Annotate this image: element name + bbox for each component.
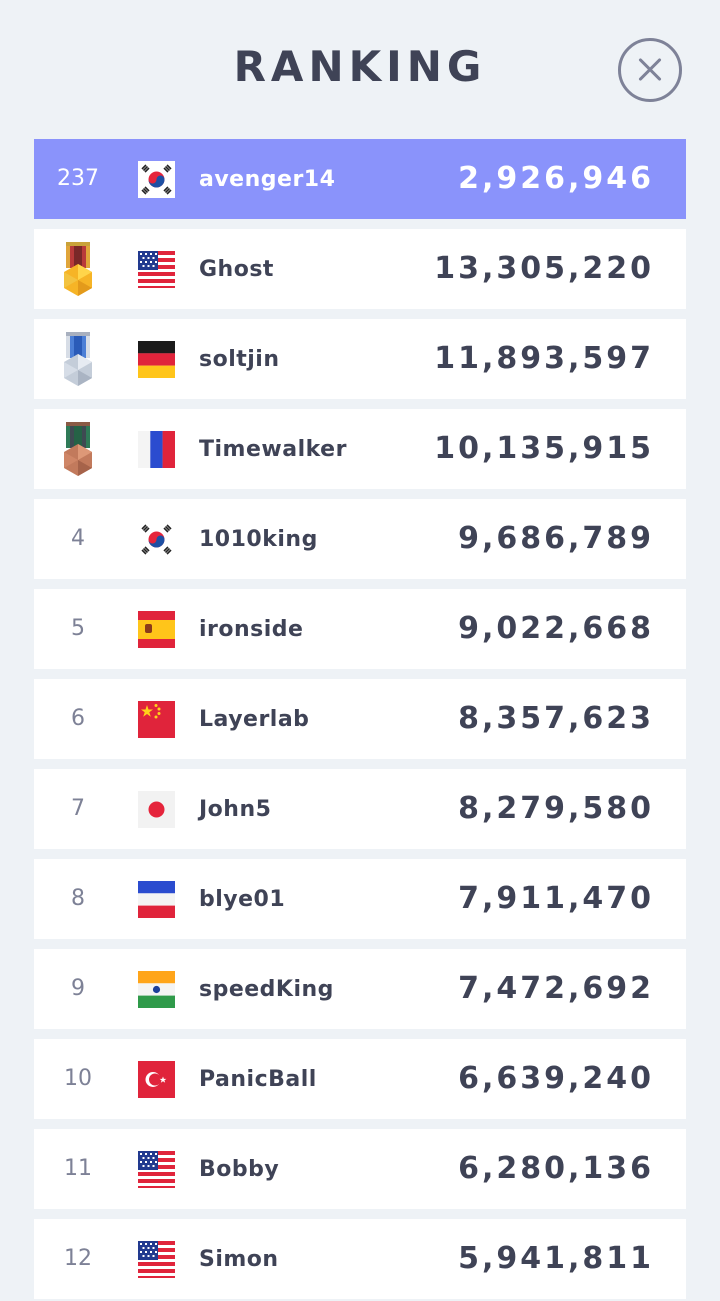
rank-number: 237: [57, 166, 99, 191]
flag-cn-icon: [138, 701, 175, 738]
ranking-row[interactable]: 10 PanicBall 6,639,240: [34, 1039, 686, 1119]
rank-number: 7: [71, 796, 85, 821]
player-name: Layerlab: [199, 707, 310, 732]
player-score: 6,280,136: [458, 1151, 654, 1186]
ranking-row[interactable]: 7 John5 8,279,580: [34, 769, 686, 849]
ranking-row[interactable]: Ghost 13,305,220: [34, 229, 686, 309]
player-name: Simon: [199, 1247, 279, 1272]
player-score: 13,305,220: [434, 251, 654, 286]
player-name: blye01: [199, 887, 286, 912]
rank-number: 12: [64, 1246, 92, 1271]
player-name: Bobby: [199, 1157, 280, 1182]
flag-ru-icon: [138, 881, 175, 918]
flag-es-icon: [138, 611, 175, 648]
my-rank-row[interactable]: 237 avenger14 2,926,946: [34, 139, 686, 219]
flag-us-icon: [138, 1151, 175, 1188]
flag-us-icon: [138, 251, 175, 288]
rank-number: 11: [64, 1156, 92, 1181]
player-score: 5,941,811: [458, 1241, 654, 1276]
player-name: Ghost: [199, 257, 274, 282]
rank-number: 9: [71, 976, 85, 1001]
ranking-row[interactable]: soltjin 11,893,597: [34, 319, 686, 399]
gold-medal-icon: [60, 242, 96, 298]
flag-jp-icon: [138, 791, 175, 828]
player-score: 11,893,597: [434, 341, 654, 376]
ranking-row[interactable]: 11 Bobby 6,280,136: [34, 1129, 686, 1209]
player-name: John5: [199, 797, 272, 822]
flag-us-icon: [138, 1241, 175, 1278]
player-score: 9,686,789: [458, 521, 654, 556]
page-title: RANKING: [233, 42, 487, 91]
player-score: 10,135,915: [434, 431, 654, 466]
rank-number: 5: [71, 616, 85, 641]
ranking-row[interactable]: Timewalker 10,135,915: [34, 409, 686, 489]
flag-de-icon: [138, 341, 175, 378]
ranking-row[interactable]: 6 Layerlab 8,357,623: [34, 679, 686, 759]
rank-number: 8: [71, 886, 85, 911]
player-score: 7,911,470: [458, 881, 654, 916]
player-score: 8,279,580: [458, 791, 654, 826]
silver-medal-icon: [60, 332, 96, 388]
ranking-row[interactable]: 12 Simon 5,941,811: [34, 1219, 686, 1299]
rank-number: 10: [64, 1066, 92, 1091]
player-name: ironside: [199, 617, 304, 642]
close-button[interactable]: [618, 38, 682, 102]
flag-tr-icon: [138, 1061, 175, 1098]
player-name: soltjin: [199, 347, 280, 372]
rank-number: 4: [71, 526, 85, 551]
player-score: 6,639,240: [458, 1061, 654, 1096]
ranking-row[interactable]: 4 1010king 9,686,789: [34, 499, 686, 579]
player-score: 8,357,623: [458, 701, 654, 736]
player-name: avenger14: [199, 167, 336, 192]
rank-number: 6: [71, 706, 85, 731]
header: RANKING: [0, 0, 720, 139]
player-name: PanicBall: [199, 1067, 317, 1092]
flag-fr-icon: [138, 431, 175, 468]
ranking-row[interactable]: 5 ironside 9,022,668: [34, 589, 686, 669]
player-name: Timewalker: [199, 437, 347, 462]
player-name: 1010king: [199, 527, 318, 552]
player-score: 2,926,946: [458, 161, 654, 196]
ranking-row[interactable]: 9 speedKing 7,472,692: [34, 949, 686, 1029]
player-name: speedKing: [199, 977, 334, 1002]
flag-kr-icon: [138, 521, 175, 558]
ranking-row[interactable]: 8 blye01 7,911,470: [34, 859, 686, 939]
bronze-medal-icon: [60, 422, 96, 478]
flag-kr-icon: [138, 161, 175, 198]
player-score: 9,022,668: [458, 611, 654, 646]
player-score: 7,472,692: [458, 971, 654, 1006]
flag-in-icon: [138, 971, 175, 1008]
